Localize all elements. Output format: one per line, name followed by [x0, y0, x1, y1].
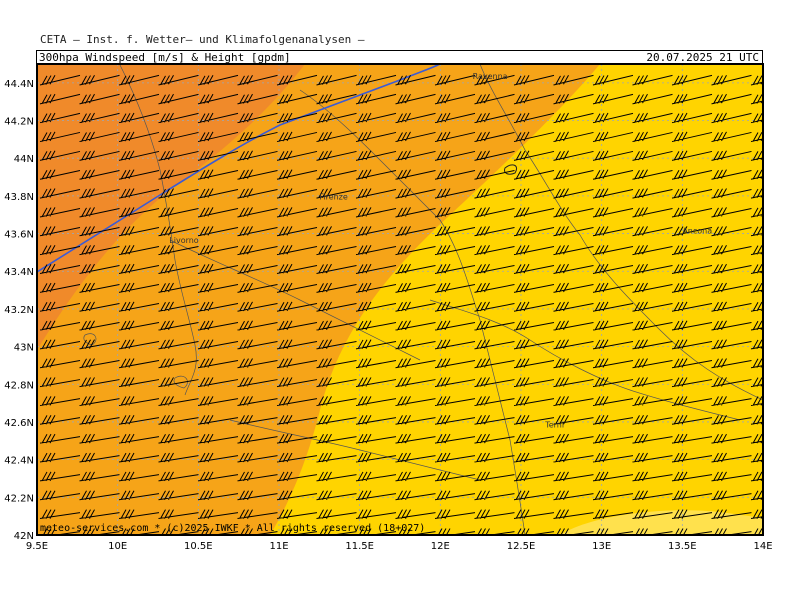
wind-barb-row	[39, 320, 763, 331]
wind-barb-row	[39, 452, 763, 463]
city-label: Livorno	[169, 236, 199, 245]
map-frame	[36, 63, 764, 536]
city-label: Ravenna	[473, 72, 508, 81]
wind-barb-row	[39, 226, 763, 237]
lat-tick-label: 44.4N	[4, 79, 34, 90]
city-label: Firenze	[319, 193, 348, 202]
city-labels: Ravenna Firenze Livorno Ancona Terni	[169, 72, 712, 430]
wind-barb-row	[39, 74, 763, 86]
map-plot-area: Ravenna Firenze Livorno Ancona Terni	[37, 64, 763, 535]
wind-barb-row	[39, 396, 763, 406]
wind-barb-row	[39, 188, 763, 199]
lat-tick-label: 42.8N	[4, 380, 34, 391]
wind-barb-row	[39, 150, 763, 161]
lat-tick-label: 43.6N	[4, 230, 34, 241]
lat-tick-label: 42N	[14, 531, 34, 542]
lat-tick-label: 42.4N	[4, 456, 34, 467]
copyright-credit: meteo-services.com * (c)2025 IWKF * All …	[40, 523, 425, 534]
lon-tick-label: 9.5E	[26, 541, 48, 552]
lon-tick-label: 12.5E	[507, 541, 536, 552]
lat-tick-label: 43.2N	[4, 305, 34, 316]
institute-header: CETA — Inst. f. Wetter— und Klimafolgena…	[40, 33, 365, 46]
lon-tick-label: 10.5E	[184, 541, 213, 552]
city-label: Terni	[544, 421, 564, 430]
lat-tick-label: 43.8N	[4, 192, 34, 203]
map-title: 300hpa_Windspeed_[m/s]_&_Height_[gpdm]	[39, 51, 291, 64]
wind-barb-row	[39, 414, 763, 425]
wind-barb-row	[39, 490, 763, 501]
wind-barb-row	[39, 358, 763, 369]
wind-barbs	[39, 74, 763, 535]
lat-tick-label: 44N	[14, 154, 34, 165]
lon-tick-label: 11E	[269, 541, 288, 552]
lat-tick-label: 43.4N	[4, 267, 34, 278]
lon-tick-label: 13.5E	[668, 541, 697, 552]
wind-barb-row	[39, 244, 763, 256]
lon-tick-label: 12E	[431, 541, 450, 552]
wind-barb-row	[39, 169, 763, 180]
axis-ticks: 9.5E 10E 10.5E 11E 11.5E 12E 12.5E 13E 13.5E 14E 4…	[4, 79, 772, 552]
lon-tick-label: 11.5E	[345, 541, 374, 552]
wind-barb-row	[39, 339, 763, 350]
valid-time: 20.07.2025 21 UTC	[646, 51, 759, 64]
wind-barb-row	[39, 471, 763, 482]
coastlines-borders	[83, 64, 763, 535]
height-contour-line	[37, 64, 441, 273]
wind-barb-row	[39, 263, 763, 274]
wind-barb-row	[39, 301, 763, 312]
wind-barb-row	[39, 433, 763, 444]
lon-tick-label: 13E	[592, 541, 611, 552]
wind-barb-row	[39, 207, 763, 218]
windspeed-band-pale	[560, 510, 763, 535]
wind-barb-row	[39, 282, 763, 293]
lat-tick-label: 42.6N	[4, 418, 34, 429]
wind-barb-row	[39, 131, 763, 143]
lat-tick-label: 44.2N	[4, 117, 34, 128]
city-label: Ancona	[682, 227, 712, 236]
lon-tick-label: 14E	[753, 541, 772, 552]
lat-tick-label: 43N	[14, 343, 34, 354]
wind-barb-row	[39, 112, 763, 124]
wind-barb-row	[39, 377, 763, 388]
wind-barb-row	[39, 509, 763, 520]
lat-tick-label: 42.2N	[4, 493, 34, 504]
lon-tick-label: 10E	[108, 541, 127, 552]
wind-barb-row	[39, 93, 763, 105]
